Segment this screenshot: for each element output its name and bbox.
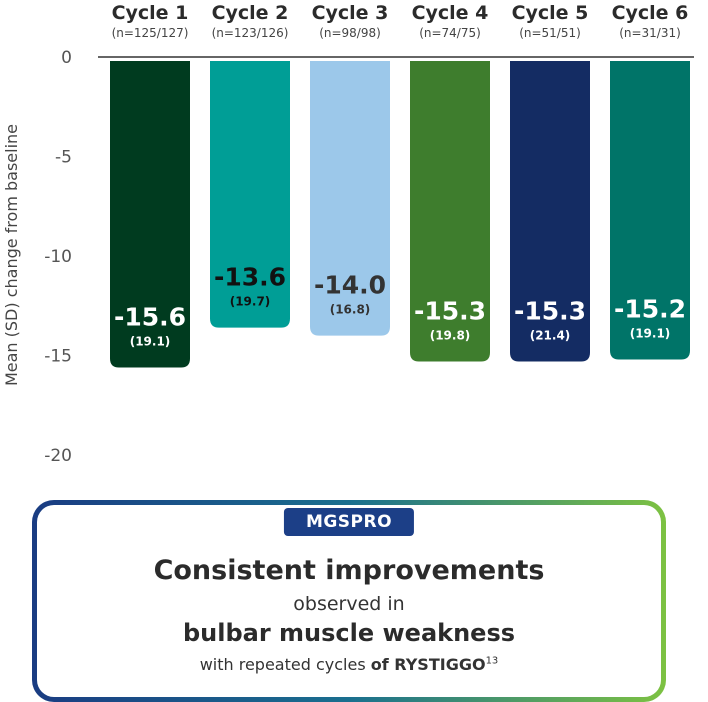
- y-tick-label-0: 0: [61, 48, 72, 68]
- sd-label-1: (19.1): [130, 334, 171, 348]
- category-n-5: (n=51/51): [519, 26, 581, 40]
- bar-4: [410, 61, 490, 362]
- bar-1: [110, 61, 190, 368]
- callout-line-cycles-text: with repeated cycles: [199, 655, 366, 674]
- bar-3: [310, 61, 390, 336]
- callout-reference: 13: [485, 655, 499, 667]
- bar-chart: 0 -5 -10 -15 -20 Mean (SD) change from baseli…: [2, 2, 694, 466]
- category-n-2: (n=123/126): [212, 26, 289, 40]
- sd-label-2: (19.7): [230, 295, 271, 309]
- bar-6: [610, 61, 690, 360]
- y-tick-label-1: -5: [55, 148, 72, 168]
- mgspro-badge: MGSPRO: [283, 508, 415, 536]
- sd-label-6: (19.1): [630, 326, 671, 340]
- y-tick-label-2: -10: [44, 247, 72, 267]
- callout-box: MGSPRO Consistent improvements observed …: [32, 500, 666, 702]
- y-tick-label-4: -20: [44, 446, 72, 466]
- category-n-1: (n=125/127): [112, 26, 189, 40]
- callout-line-observed: observed in: [293, 593, 405, 615]
- value-label-3: -14.0: [314, 271, 386, 300]
- category-n-4: (n=74/75): [419, 26, 481, 40]
- callout-product-name: of RYSTIGGO: [370, 655, 486, 674]
- value-label-1: -15.6: [114, 302, 186, 331]
- category-n-6: (n=31/31): [619, 26, 681, 40]
- sd-label-3: (16.8): [330, 303, 371, 317]
- callout-line-cycles: with repeated cycles of RYSTIGGO13: [37, 655, 661, 674]
- y-tick-label-3: -15: [44, 347, 72, 367]
- y-axis-label: Mean (SD) change from baseline: [2, 124, 21, 386]
- bar-2: [210, 61, 290, 328]
- callout-line-bulbar: bulbar muscle weakness: [182, 619, 516, 647]
- category-label-2: Cycle 2: [212, 2, 289, 24]
- callout-inner: MGSPRO Consistent improvements observed …: [37, 505, 661, 697]
- category-label-5: Cycle 5: [512, 2, 589, 24]
- sd-label-4: (19.8): [430, 328, 471, 342]
- sd-label-5: (21.4): [530, 328, 571, 342]
- bar-5: [510, 61, 590, 362]
- value-label-6: -15.2: [614, 294, 686, 323]
- callout-headline: Consistent improvements: [153, 555, 545, 586]
- value-label-2: -13.6: [214, 263, 286, 292]
- category-label-1: Cycle 1: [112, 2, 189, 24]
- category-n-3: (n=98/98): [319, 26, 381, 40]
- category-label-3: Cycle 3: [312, 2, 389, 24]
- value-label-5: -15.3: [514, 296, 586, 325]
- value-label-4: -15.3: [414, 296, 486, 325]
- category-label-4: Cycle 4: [412, 2, 489, 24]
- category-label-6: Cycle 6: [612, 2, 689, 24]
